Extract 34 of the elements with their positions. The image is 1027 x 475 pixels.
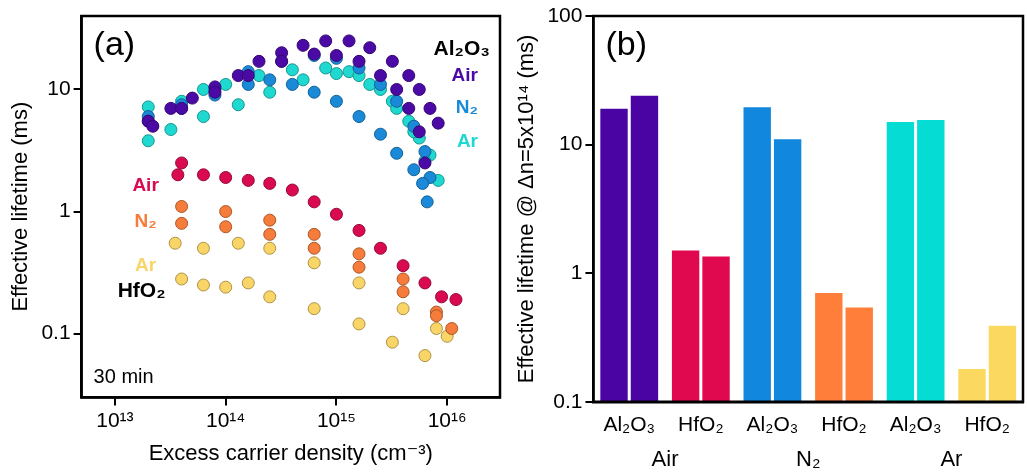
annotation: HfO₂	[117, 277, 166, 301]
y-axis-title: Effective lifetime (ms)	[7, 101, 33, 312]
x-tick-label: Al₂O₃	[603, 412, 656, 436]
annotation: 30 min	[93, 364, 154, 387]
annotation: (b)	[605, 24, 647, 63]
y-tick-label: 100	[547, 2, 583, 26]
x-tick-label: 10¹⁵	[316, 407, 356, 431]
x-axis-title: Excess carrier density (cm⁻³)	[148, 439, 433, 465]
annotation: Al₂O₃	[433, 35, 490, 59]
x-tick-label: Al₂O₃	[746, 412, 799, 436]
x-tick-label: 10¹³	[96, 407, 134, 431]
y-tick-label: 10	[559, 131, 583, 155]
series-label: N₂	[455, 96, 478, 118]
series-label: Air	[132, 174, 160, 196]
x-tick-label: 10¹⁶	[427, 407, 467, 431]
series-label: Ar	[135, 254, 157, 276]
x-tick-label: HfO₂	[964, 412, 1010, 436]
x-tick-label: HfO₂	[678, 412, 724, 436]
y-tick-label: 1	[58, 198, 71, 222]
y-axis-title: Effective lifetime @ Δn=5x10¹⁴ (ms)	[513, 34, 539, 384]
y-tick-label: 10	[47, 76, 71, 100]
x-tick-label: Al₂O₃	[889, 412, 942, 436]
text: N₂	[796, 445, 821, 471]
series-label: N₂	[134, 210, 157, 232]
y-tick-label: 0.1	[553, 388, 583, 412]
annotation: (a)	[93, 24, 136, 63]
series-label: Air	[451, 64, 479, 86]
y-tick-label: 0.1	[41, 320, 71, 344]
x-tick-label: HfO₂	[821, 412, 867, 436]
y-tick-label: 1	[570, 260, 583, 283]
text: Air	[651, 445, 679, 471]
x-tick-label: 10¹⁴	[205, 407, 246, 431]
text: Ar	[940, 445, 963, 471]
series-label: Ar	[456, 130, 479, 152]
